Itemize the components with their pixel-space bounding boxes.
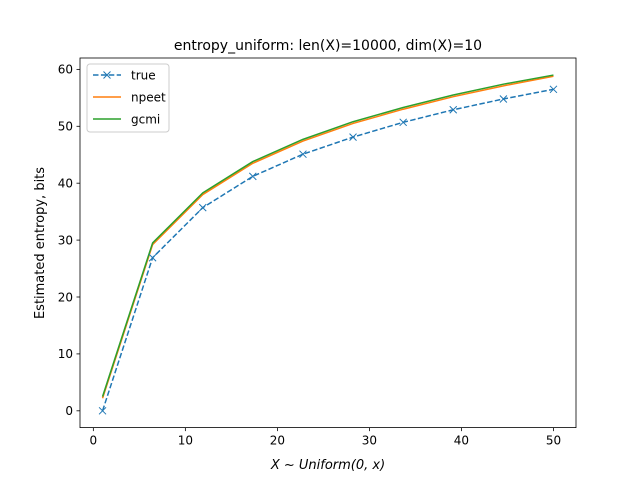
y-tick-label: 60	[58, 63, 73, 77]
y-tick-label: 0	[65, 404, 73, 418]
data-point-true	[399, 118, 408, 127]
chart-title: entropy_uniform: len(X)=10000, dim(X)=10	[174, 38, 482, 54]
legend-box	[86, 63, 170, 133]
data-point-true	[349, 133, 357, 141]
y-axis-label: Estimated entropy, bits	[33, 167, 48, 319]
data-point-true	[248, 172, 257, 181]
data-point-true	[148, 253, 157, 262]
y-tick-label: 40	[58, 176, 73, 190]
data-point-true	[499, 95, 508, 103]
axes-frame	[79, 57, 577, 429]
series-line-gcmi	[101, 74, 554, 397]
x-tick-label: 50	[546, 434, 561, 448]
legend-entries: true npeet gcmi	[93, 69, 166, 127]
x-tick-label: 30	[362, 434, 377, 448]
y-tick-label: 20	[58, 290, 73, 304]
data-point-true	[198, 203, 207, 212]
x-tick-label: 0	[90, 434, 98, 448]
legend-label-npeet: npeet	[131, 91, 166, 105]
y-axis-ticks: 0 10 20 30 40 50 60	[58, 63, 80, 418]
y-tick-label: 10	[58, 347, 73, 361]
series-line-npeet	[101, 75, 554, 399]
legend: true npeet gcmi	[86, 63, 170, 133]
series-line-true	[101, 88, 554, 412]
y-tick-label: 30	[58, 233, 73, 247]
data-point-true	[449, 105, 458, 114]
legend-label-true: true	[131, 69, 156, 83]
x-axis-label: X ~ Uniform(0, x)	[270, 458, 385, 473]
data-point-true	[549, 85, 558, 94]
legend-marker-true	[103, 71, 111, 79]
data-point-true	[299, 150, 307, 159]
x-tick-label: 20	[270, 434, 285, 448]
legend-label-gcmi: gcmi	[131, 113, 160, 127]
y-tick-label: 50	[58, 120, 73, 134]
plot-markers	[98, 85, 558, 415]
plot-lines	[101, 74, 554, 412]
x-axis-ticks: 0 10 20 30 40 50	[90, 427, 561, 448]
x-tick-label: 10	[178, 434, 193, 448]
data-point-true	[98, 406, 107, 415]
x-tick-label: 40	[454, 434, 469, 448]
